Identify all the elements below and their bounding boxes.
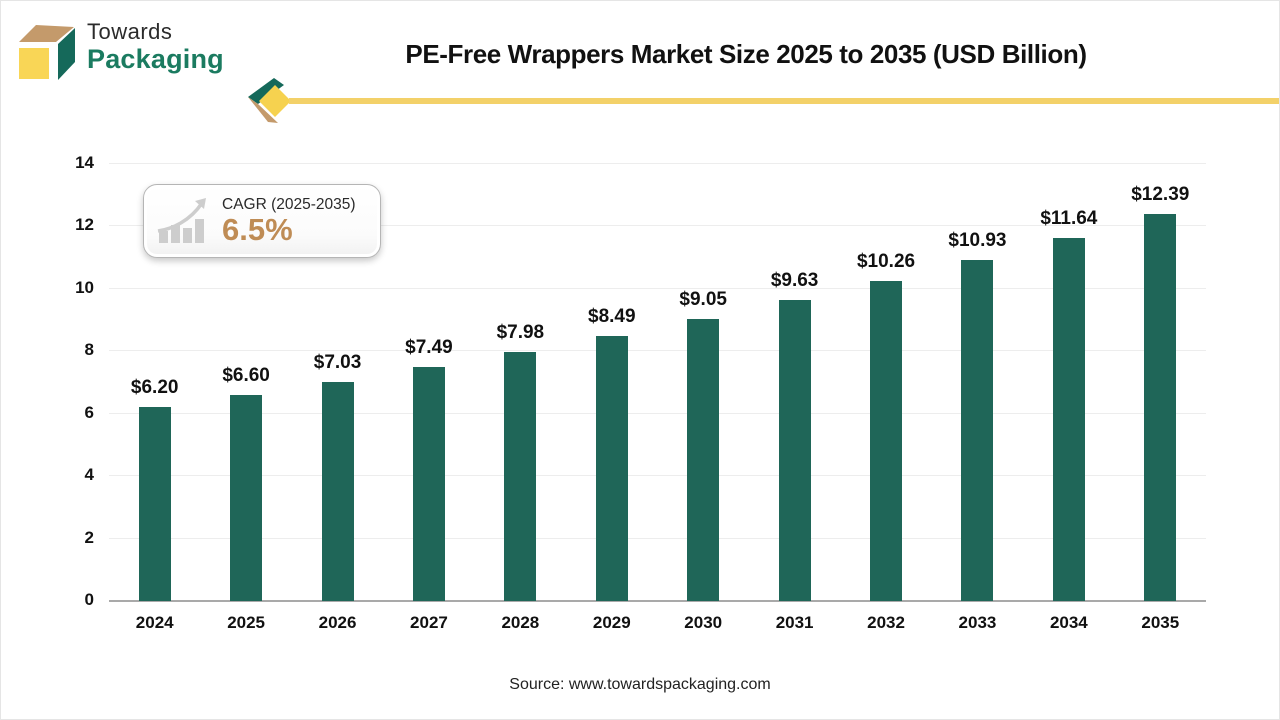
x-tick-2025: 2025 [227, 613, 266, 632]
bar-2025 [230, 395, 263, 601]
x-tick-2035: 2035 [1141, 613, 1180, 632]
x-tick-2026: 2026 [318, 613, 357, 632]
x-axis-line [109, 600, 1206, 602]
gridline-14 [109, 163, 1206, 164]
bar-2035 [1144, 214, 1177, 601]
bar-value-label-2024: $6.20 [130, 377, 179, 399]
bar-2027 [412, 367, 445, 601]
divider-line [289, 98, 1279, 104]
cagr-value: 6.5% [222, 211, 293, 247]
bar-2034 [1052, 237, 1085, 601]
gridline-10 [109, 287, 1206, 289]
bar-value-label-2025: $6.60 [222, 365, 270, 386]
cagr-growth-icon [157, 198, 206, 243]
bar-value-label-2028: $7.98 [496, 321, 545, 343]
cagr-badge: CAGR (2025-2035) 6.5% [143, 184, 381, 258]
y-tick-2: 2 [84, 527, 94, 547]
plot-area: $6.20 $6.60 $7.03 $7.49 $7.98 $8.49 $9.05 $9.63… [109, 163, 1206, 602]
y-tick-8: 8 [84, 340, 94, 360]
gridline-4 [109, 475, 1206, 477]
bar-2033 [961, 259, 994, 601]
bar-value-label-2030: $9.05 [679, 288, 727, 310]
x-tick-2024: 2024 [135, 613, 174, 632]
y-tick-14: 14 [75, 153, 94, 172]
chart-title: PE-Free Wrappers Market Size 2025 to 203… [405, 39, 1087, 69]
gridline-2 [109, 537, 1206, 539]
bar-value-label-2034: $11.64 [1040, 207, 1098, 229]
brand-line1: Towards [87, 19, 173, 44]
bar-value-label-2033: $10.93 [948, 229, 1007, 251]
bar-2029 [595, 336, 628, 601]
logo-box-icon [19, 25, 75, 80]
divider-arrow-icon [248, 78, 291, 123]
bar-2028 [504, 351, 537, 601]
source-text: Source: www.towardspackaging.com [509, 676, 771, 693]
bar-value-label-2031: $9.63 [770, 270, 819, 292]
x-tick-2033: 2033 [958, 613, 997, 632]
y-tick-12: 12 [75, 215, 94, 235]
bar-2030 [687, 318, 720, 601]
y-tick-0: 0 [84, 590, 94, 609]
brand-wordmark: Towards Packaging [87, 19, 224, 75]
x-tick-2032: 2032 [867, 613, 905, 632]
bar-2031 [778, 300, 811, 601]
x-tick-2028: 2028 [501, 613, 540, 632]
bar-value-label-2027: $7.49 [405, 337, 453, 359]
x-tick-2031: 2031 [775, 613, 814, 632]
gridline-12 [109, 225, 1206, 227]
cagr-label: CAGR (2025-2035) [222, 195, 356, 213]
brand-line2: Packaging [87, 44, 224, 75]
x-tick-2034: 2034 [1049, 613, 1088, 632]
y-tick-10: 10 [75, 277, 94, 297]
y-tick-4: 4 [84, 465, 94, 485]
bar-value-label-2026: $7.03 [313, 351, 362, 373]
gridline-6 [109, 412, 1206, 414]
bar-value-label-2035: $12.39 [1131, 184, 1190, 206]
x-tick-2027: 2027 [410, 613, 448, 632]
bar-2026 [321, 381, 354, 601]
bar-2024 [138, 407, 171, 601]
y-tick-6: 6 [84, 402, 94, 422]
cagr-texts: CAGR (2025-2035) 6.5% [222, 196, 356, 247]
bar-value-label-2032: $10.26 [856, 250, 916, 272]
x-tick-2029: 2029 [592, 613, 631, 632]
bar-value-label-2029: $8.49 [588, 306, 636, 327]
gridline-8 [109, 350, 1206, 352]
x-tick-2030: 2030 [684, 613, 723, 632]
bar-2032 [870, 280, 903, 601]
